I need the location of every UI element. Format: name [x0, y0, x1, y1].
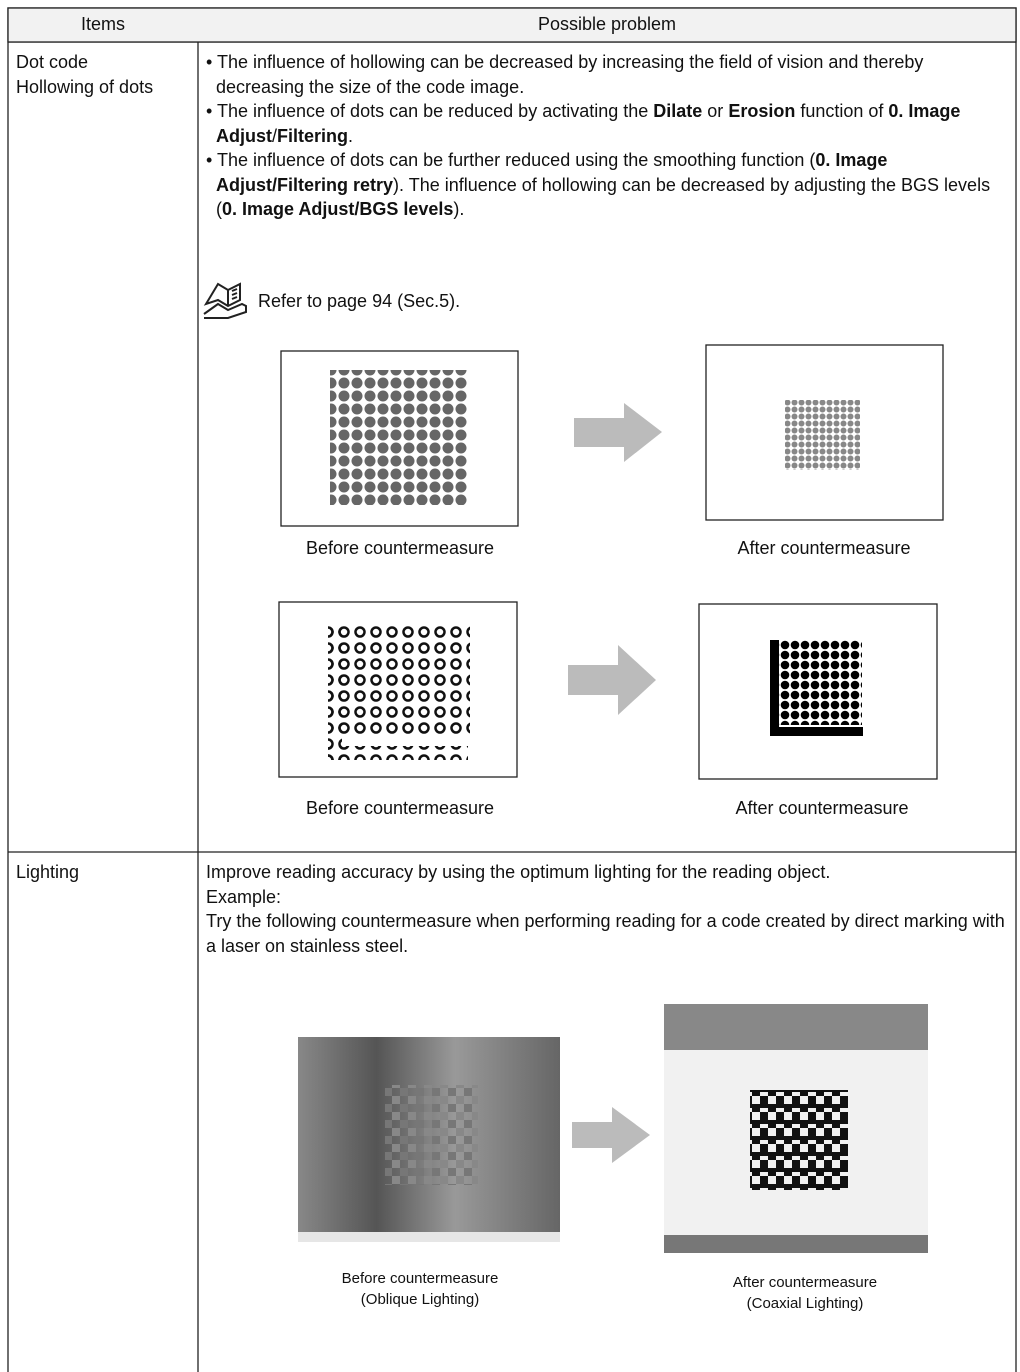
- paragraph: Example:: [206, 886, 282, 907]
- example-images: [278, 344, 944, 1253]
- text-run: ). The influence of hollowing can be dec…: [216, 174, 991, 220]
- reference-icon: [203, 282, 247, 319]
- bullet: • The influence of dots can be reduced b…: [206, 99, 1012, 148]
- caption-line: (Oblique Lighting): [360, 1291, 480, 1308]
- text-run: .: [348, 125, 354, 146]
- bold-text: 0. Image Adjust/BGS levels: [222, 199, 454, 219]
- bullet-list: • The influence of hollowing can be decr…: [206, 50, 1012, 222]
- caption-line: (Coaxial Lighting): [746, 1295, 864, 1312]
- text-run: /: [272, 125, 278, 146]
- item-text: Hollowing of dots: [16, 76, 154, 97]
- item-text: Lighting: [16, 862, 80, 882]
- caption: After countermeasure (Coaxial Lighting): [655, 1272, 955, 1314]
- paragraph: Improve reading accuracy by using the op…: [206, 862, 831, 882]
- caption-line: After countermeasure: [732, 1274, 878, 1291]
- caption-line: Before countermeasure: [341, 1270, 499, 1287]
- paragraph: Try the following countermeasure when pe…: [206, 911, 1005, 956]
- text-run: • The influence of hollowing can be decr…: [206, 52, 924, 97]
- caption: Before countermeasure: [305, 798, 495, 818]
- bold-text: Erosion: [728, 101, 796, 121]
- bullet: • The influence of dots can be further r…: [206, 148, 1012, 222]
- bold-text: 0. Image Adjust/Filtering retry: [216, 150, 888, 195]
- text-run: or: [702, 101, 729, 121]
- text-run: • The influence of dots can be further r…: [206, 150, 816, 170]
- bullet: • The influence of hollowing can be decr…: [206, 50, 1012, 99]
- reference-text: Refer to page 94 (Sec.5).: [258, 291, 461, 311]
- caption: After countermeasure: [737, 538, 911, 558]
- item-cell: Lighting: [16, 860, 196, 885]
- text-run: • The influence of dots can be reduced b…: [206, 101, 654, 121]
- item-cell: Dot code Hollowing of dots: [16, 50, 196, 99]
- caption: Before countermeasure: [305, 538, 495, 558]
- bold-text: Dilate: [653, 101, 703, 121]
- bold-text: Filtering: [277, 125, 349, 146]
- text-run: function of: [795, 101, 889, 121]
- header-cell: Possible problem: [537, 14, 677, 34]
- item-text: Dot code: [16, 52, 89, 72]
- caption: After countermeasure: [735, 798, 909, 818]
- paragraphs: Improve reading accuracy by using the op…: [206, 860, 1012, 958]
- header-background: [7, 7, 1017, 43]
- text-run: ).: [453, 199, 465, 219]
- bold-text: 0. Image Adjust: [216, 101, 961, 146]
- header-cell: Items: [80, 14, 125, 34]
- caption: Before countermeasure (Oblique Lighting): [270, 1268, 570, 1310]
